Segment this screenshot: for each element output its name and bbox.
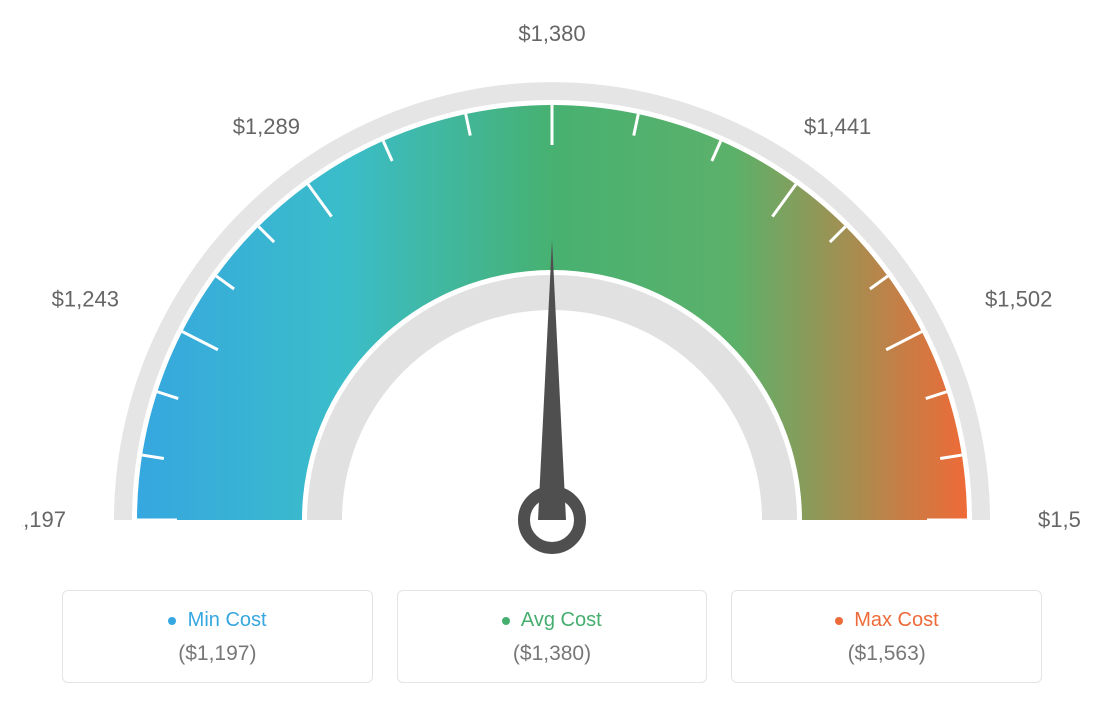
dot-icon bbox=[168, 617, 176, 625]
gauge-svg: $1,197 $1,243 $1,289 $1,380 $1,441 $1,502 $1,5… bbox=[22, 20, 1082, 560]
legend-value-avg: ($1,380) bbox=[408, 642, 697, 666]
svg-text:$1,380: $1,380 bbox=[518, 21, 585, 46]
gauge-chart: $1,197 $1,243 $1,289 $1,380 $1,441 $1,502 $1,5… bbox=[22, 20, 1082, 683]
legend-value-max: ($1,563) bbox=[742, 642, 1031, 666]
dot-icon bbox=[502, 617, 510, 625]
svg-text:$1,441: $1,441 bbox=[804, 114, 871, 139]
legend-title-text: Avg Cost bbox=[521, 609, 602, 631]
legend-title-min: Min Cost bbox=[73, 609, 362, 632]
svg-text:$1,563: $1,563 bbox=[1038, 507, 1082, 532]
svg-text:$1,289: $1,289 bbox=[233, 114, 300, 139]
dot-icon bbox=[835, 617, 843, 625]
legend-card-avg: Avg Cost ($1,380) bbox=[397, 590, 708, 683]
svg-text:$1,197: $1,197 bbox=[22, 507, 66, 532]
legend-title-avg: Avg Cost bbox=[408, 609, 697, 632]
legend-card-min: Min Cost ($1,197) bbox=[62, 590, 373, 683]
legend-value-min: ($1,197) bbox=[73, 642, 362, 666]
legend-title-max: Max Cost bbox=[742, 609, 1031, 632]
svg-text:$1,243: $1,243 bbox=[52, 286, 119, 311]
legend-row: Min Cost ($1,197) Avg Cost ($1,380) Max … bbox=[22, 590, 1082, 683]
legend-title-text: Max Cost bbox=[854, 609, 938, 631]
legend-title-text: Min Cost bbox=[188, 609, 267, 631]
svg-text:$1,502: $1,502 bbox=[985, 286, 1052, 311]
legend-card-max: Max Cost ($1,563) bbox=[731, 590, 1042, 683]
